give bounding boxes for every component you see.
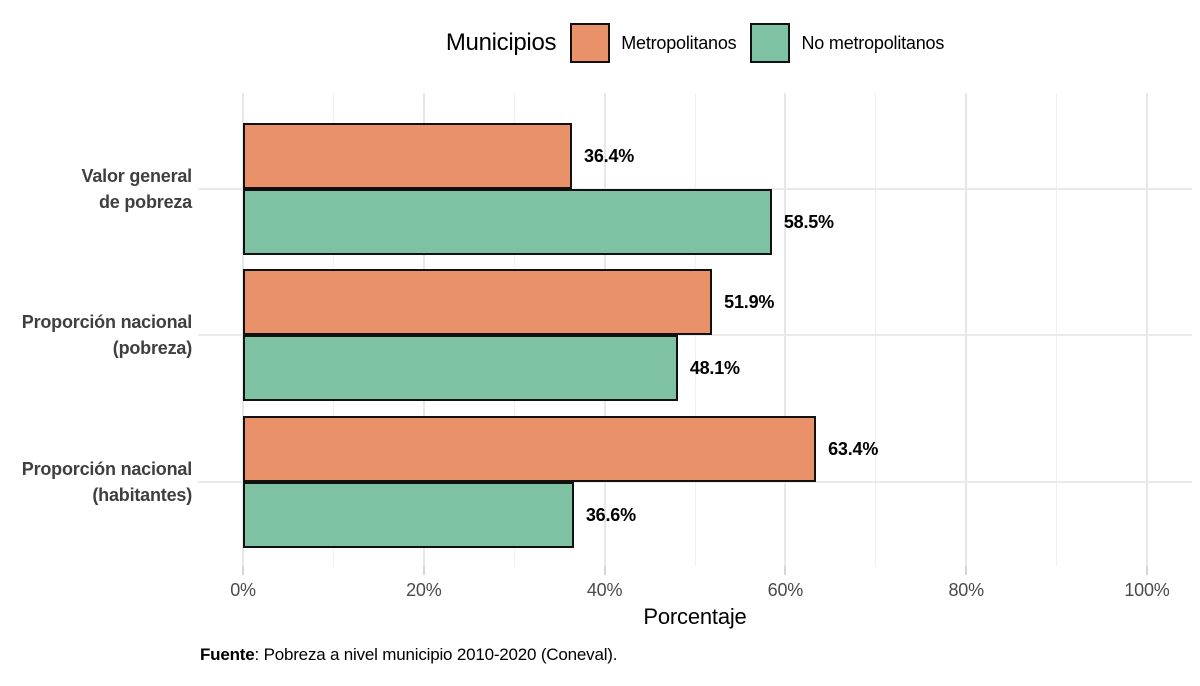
bar-metropolitanos-2 [243,416,817,482]
x-tick-label-60: 60% [767,580,804,600]
x-tick-mark-0 [242,566,244,575]
legend-key-metropolitanos-swatch [570,23,611,63]
legend-label-no-metropolitanos: No metropolitanos [801,32,945,53]
gridline-major-80 [965,93,968,566]
source-caption-text: : Pobreza a nivel municipio 2010-2020 (C… [254,645,618,664]
bar-no-metropolitanos-2 [243,482,574,548]
x-tick-mark-100 [1146,566,1148,575]
x-axis-title: Porcentaje [643,604,747,629]
gridline-major-60 [784,93,787,566]
bar-metropolitanos-1 [243,269,713,335]
bar-no-metropolitanos-1 [243,335,678,401]
gridline-minor-70 [875,93,877,566]
x-tick-label-40: 40% [586,580,623,600]
y-axis-label-1: Proporción nacional (pobreza) [21,312,192,358]
x-tick-label-80: 80% [948,580,984,600]
bar-value-label-no-metropolitanos-2: 36.6% [585,504,636,525]
gridline-category-1 [198,334,1192,336]
gridline-major-100 [1146,93,1148,566]
bar-metropolitanos-0 [243,123,573,189]
bar-value-label-no-metropolitanos-0: 58.5% [783,211,834,232]
legend-item-no-metropolitanos: No metropolitanos [750,23,944,63]
x-tick-label-0: 0% [230,580,256,600]
legend-label-metropolitanos: Metropolitanos [621,32,737,53]
gridline-minor-90 [1056,93,1058,566]
legend-item-metropolitanos: Metropolitanos [570,23,737,63]
x-tick-label-100: 100% [1124,580,1170,600]
y-axis-label-2: Proporción nacional (habitantes) [21,459,192,505]
legend-key-no-metropolitanos-swatch [750,23,791,63]
legend-title: Municipios [445,29,557,56]
x-tick-mark-20 [422,566,425,575]
bar-no-metropolitanos-0 [243,189,772,255]
bar-value-label-metropolitanos-1: 51.9% [724,291,775,312]
x-tick-mark-40 [603,566,606,575]
source-caption: Fuente: Pobreza a nivel municipio 2010-2… [200,645,617,665]
bar-value-label-metropolitanos-2: 63.4% [828,438,879,459]
x-tick-label-20: 20% [406,580,442,600]
plot-panel: 36.4% 51.9% 63.4% 58.5% 48.1% 36.6% [198,93,1192,566]
gridline-category-2 [198,481,1192,483]
x-tick-mark-80 [965,566,968,575]
x-tick-mark-60 [784,566,787,575]
legend: Municipios Metropolitanos No metropolita… [198,0,1192,86]
bar-value-label-no-metropolitanos-1: 48.1% [689,357,740,378]
bar-value-label-metropolitanos-0: 36.4% [584,145,635,166]
source-caption-bold: Fuente [200,645,255,664]
y-axis-label-0: Valor general de pobreza [81,166,193,212]
